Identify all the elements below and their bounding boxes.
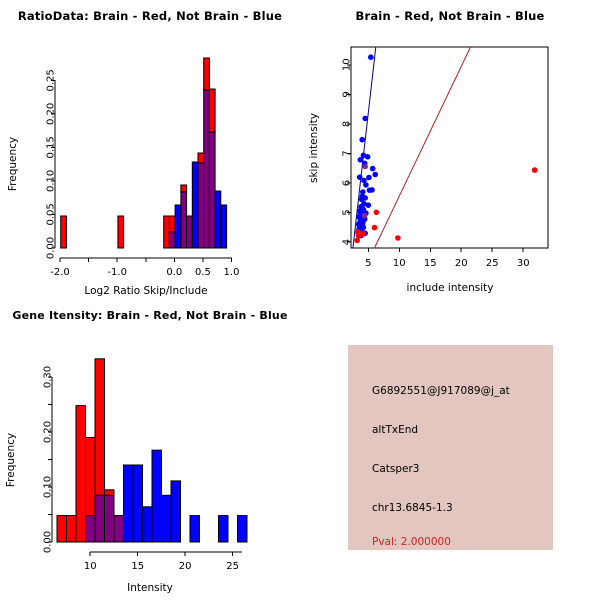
svg-text:0.05: 0.05: [45, 203, 56, 225]
svg-text:8: 8: [341, 121, 352, 127]
svg-text:0.5: 0.5: [195, 267, 211, 278]
svg-text:20: 20: [455, 258, 468, 269]
brain-fit-line: [374, 47, 471, 248]
svg-text:5: 5: [365, 258, 371, 269]
svg-text:0.25: 0.25: [45, 69, 56, 91]
gene-info-panel: G6892551@J917089@j_at altTxEnd Catsper3 …: [300, 300, 600, 600]
svg-text:-1.0: -1.0: [107, 267, 127, 278]
svg-text:0.00: 0.00: [45, 237, 56, 259]
intensity-scatter-svg: 4 5 6 7 8 9 10 skip intensity 5 10 15 20…: [308, 46, 549, 294]
svg-text:0.15: 0.15: [45, 136, 56, 158]
svg-text:10: 10: [341, 58, 352, 71]
svg-text:9: 9: [341, 91, 352, 97]
gene-info-box: G6892551@J917089@j_at altTxEnd Catsper3 …: [348, 345, 553, 550]
svg-text:5: 5: [341, 209, 352, 215]
svg-text:20: 20: [179, 561, 192, 572]
svg-text:30: 30: [517, 258, 530, 269]
pval-text: Pval: 2.000000: [372, 536, 451, 548]
svg-text:0.20: 0.20: [45, 103, 56, 125]
svg-text:Frequency: Frequency: [7, 137, 19, 191]
ratio-x-axis: -2.0 -1.0 0.0 0.5 1.0 Log2 Ratio Skip/In…: [50, 257, 240, 297]
svg-text:Log2 Ratio Skip/Include: Log2 Ratio Skip/Include: [84, 285, 207, 297]
svg-text:6: 6: [341, 180, 352, 186]
svg-text:7: 7: [341, 150, 352, 156]
gene-intensity-panel: Gene Itensity: Brain - Red, Not Brain - …: [0, 300, 300, 600]
svg-text:1.0: 1.0: [224, 267, 240, 278]
ratio-bars: [60, 57, 228, 249]
svg-text:0.0: 0.0: [166, 267, 182, 278]
svg-text:4: 4: [341, 239, 352, 245]
svg-text:include intensity: include intensity: [407, 282, 494, 294]
scatter-plot-frame: [350, 46, 549, 249]
svg-text:0.30: 0.30: [42, 366, 53, 388]
gene-y-axis: 0.00 0.10 0.20 0.30 Frequency: [5, 366, 53, 553]
scatter-y-axis: 4 5 6 7 8 9 10 skip intensity: [308, 58, 352, 245]
svg-text:15: 15: [424, 258, 437, 269]
svg-text:15: 15: [131, 561, 144, 572]
locus-text: chr13.6845-1.3: [372, 502, 453, 514]
svg-text:10: 10: [393, 258, 406, 269]
gene-bars: [56, 358, 248, 543]
intensity-scatter-panel: Brain - Red, Not Brain - Blue: [300, 0, 600, 300]
gene-x-axis: 10 15 20 25 Intensity: [84, 551, 242, 594]
svg-text:Frequency: Frequency: [5, 433, 17, 487]
ratio-histogram-svg: 0.00 0.05 0.10 0.15 0.20 0.25 Frequency …: [7, 57, 240, 297]
svg-text:0.10: 0.10: [45, 170, 56, 192]
event-type-text: altTxEnd: [372, 424, 419, 436]
intensity-scatter-title: Brain - Red, Not Brain - Blue: [355, 9, 545, 23]
scatter-x-axis: 5 10 15 20 25 30 include intensity: [365, 248, 530, 294]
not-brain-fit-line: [352, 47, 377, 248]
ratio-y-axis: 0.00 0.05 0.10 0.15 0.20 0.25 Frequency: [7, 69, 56, 259]
svg-text:10: 10: [84, 561, 97, 572]
svg-text:0.00: 0.00: [42, 531, 53, 553]
svg-text:-2.0: -2.0: [50, 267, 70, 278]
ratio-histogram-panel: RatioData: Brain - Red, Not Brain - Blue: [0, 0, 300, 300]
svg-text:skip intensity: skip intensity: [308, 113, 320, 183]
gene-intensity-svg: 0.00 0.10 0.20 0.30 Frequency 10 15 20 2…: [5, 358, 248, 594]
svg-text:0.20: 0.20: [42, 421, 53, 443]
gene-symbol-text: Catsper3: [372, 463, 420, 475]
svg-text:Intensity: Intensity: [127, 582, 173, 594]
svg-text:0.10: 0.10: [42, 476, 53, 498]
gene-intensity-title: Gene Itensity: Brain - Red, Not Brain - …: [12, 309, 288, 322]
brain-points: [354, 163, 538, 244]
svg-text:25: 25: [486, 258, 499, 269]
ratio-histogram-title: RatioData: Brain - Red, Not Brain - Blue: [17, 9, 283, 23]
probe-id-text: G6892551@J917089@j_at: [372, 385, 510, 397]
svg-text:25: 25: [226, 561, 239, 572]
